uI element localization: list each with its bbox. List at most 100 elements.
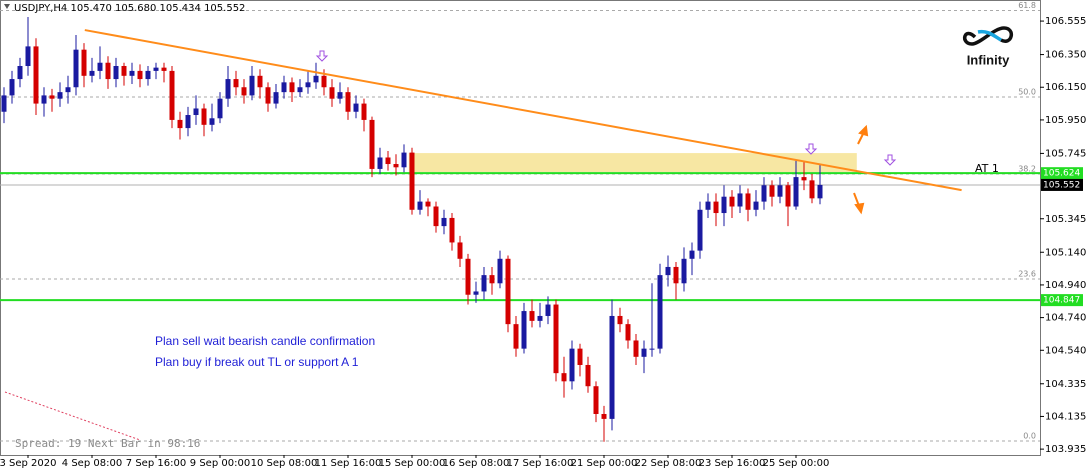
candle-body <box>465 258 471 295</box>
x-tick-label: 16 Sep 08:00 <box>443 458 510 469</box>
x-tick-label: 7 Sep 16:00 <box>126 458 186 469</box>
candle-body <box>121 66 127 76</box>
candle-body <box>57 92 63 99</box>
candle-body <box>761 185 767 202</box>
candle-body <box>793 177 799 207</box>
x-tick-label: 3 Sep 2020 <box>0 458 57 469</box>
candle-body <box>313 75 319 83</box>
candle-body <box>161 67 167 71</box>
candle-body <box>497 258 503 284</box>
candle-body <box>201 108 207 125</box>
candle-body <box>305 82 311 88</box>
candle-body <box>225 79 231 99</box>
candle-body <box>209 118 215 125</box>
candle-body <box>697 209 703 251</box>
price-box-label: 105.624 <box>1043 169 1080 179</box>
candle-body <box>777 185 783 197</box>
candle-body <box>817 184 823 199</box>
candle-body <box>321 75 327 88</box>
candle-body <box>393 164 399 168</box>
candle-body <box>593 386 599 414</box>
y-tick-label: 104.135 <box>1045 411 1086 422</box>
price-box <box>1041 294 1083 307</box>
candle-body <box>233 79 239 88</box>
candle-body <box>665 266 671 276</box>
candle-body <box>641 348 647 357</box>
candle-body <box>585 364 591 387</box>
candle-body <box>425 201 431 207</box>
candle-body <box>41 95 47 104</box>
y-tick-label: 104.335 <box>1045 379 1086 390</box>
x-tick-label: 25 Sep 00:00 <box>763 458 830 469</box>
candle-body <box>257 75 263 88</box>
x-tick-label: 23 Sep 16:00 <box>699 458 766 469</box>
candle-body <box>329 87 335 99</box>
y-tick-label: 104.740 <box>1045 313 1086 324</box>
chart-title: USDJPY,H4 105.470 105.680 105.434 105.55… <box>14 3 245 14</box>
candle-body <box>625 324 631 341</box>
candle-body <box>809 180 815 199</box>
candle-body <box>9 79 15 96</box>
candle-body <box>153 67 159 71</box>
candle-body <box>169 70 175 120</box>
candle-body <box>113 66 119 80</box>
candle-body <box>609 315 615 419</box>
candle-body <box>737 193 743 207</box>
logo: Infinity <box>963 26 1013 67</box>
candle-body <box>345 92 351 112</box>
trendline <box>84 29 962 192</box>
candle-body <box>105 62 111 80</box>
x-tick-label: 9 Sep 00:00 <box>190 458 250 469</box>
candle-body <box>577 348 583 365</box>
candle-body <box>569 348 575 382</box>
candle-body <box>49 95 55 99</box>
y-tick-label: 106.350 <box>1045 50 1086 61</box>
candle-body <box>185 115 191 129</box>
candle-body <box>553 304 559 374</box>
candle-body <box>369 119 375 169</box>
price-box-label: 104.847 <box>1043 296 1080 306</box>
candle-body <box>521 311 527 349</box>
candle-body <box>249 75 255 96</box>
candle-body <box>17 66 23 80</box>
candle-body <box>801 177 807 181</box>
candle-body <box>753 201 759 210</box>
fib-label: 23.6 <box>1018 270 1036 279</box>
candle-body <box>73 49 79 88</box>
direction-arrows <box>853 124 869 215</box>
y-tick-label: 106.555 <box>1045 16 1086 27</box>
candle-body <box>81 49 87 76</box>
candle-body <box>89 70 95 76</box>
candle-body <box>265 87 271 104</box>
fib-label: 0.0 <box>1023 431 1036 440</box>
candle-body <box>193 108 199 116</box>
x-tick-label: 4 Sep 08:00 <box>62 458 122 469</box>
candle-body <box>289 82 295 93</box>
logo-text: Infinity <box>967 52 1010 67</box>
y-tick-label: 105.745 <box>1045 148 1086 159</box>
candle-body <box>1 95 7 112</box>
candle-body <box>633 340 639 357</box>
candle-body <box>337 92 343 99</box>
status-text: Spread: 19 Next Bar in 98:16 <box>15 437 200 450</box>
candle-body <box>705 201 711 210</box>
header-icon <box>4 4 10 9</box>
candle-body <box>97 62 103 71</box>
signal-arrows <box>315 50 897 166</box>
note: Plan buy if break out TL or support A 1 <box>155 355 359 369</box>
level-name: AT 1 <box>975 162 999 175</box>
y-tick-label: 104.540 <box>1045 345 1086 356</box>
x-tick-label: 21 Sep 00:00 <box>571 458 638 469</box>
candle-body <box>137 70 143 80</box>
candle-body <box>457 242 463 259</box>
y-tick-label: 104.940 <box>1045 280 1086 291</box>
candle-body <box>145 70 151 80</box>
x-tick-label: 11 Sep 16:00 <box>315 458 382 469</box>
candle-body <box>689 250 695 259</box>
y-tick-label: 105.345 <box>1045 214 1086 225</box>
candle-body <box>513 324 519 349</box>
fib-label: 61.8 <box>1018 1 1036 10</box>
candle-body <box>297 87 303 93</box>
